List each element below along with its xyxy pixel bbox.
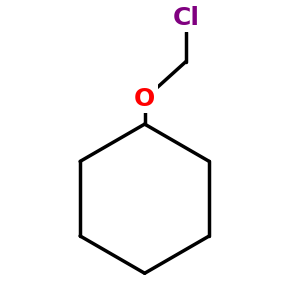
Text: O: O (134, 87, 155, 111)
Text: Cl: Cl (172, 6, 200, 30)
